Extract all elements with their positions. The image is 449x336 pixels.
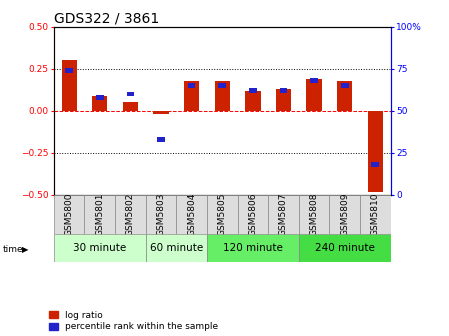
Text: GSM5806: GSM5806 — [248, 193, 257, 236]
Text: GSM5807: GSM5807 — [279, 193, 288, 236]
Text: GSM5800: GSM5800 — [65, 193, 74, 236]
Bar — [157, 137, 165, 142]
FancyBboxPatch shape — [84, 195, 115, 234]
FancyBboxPatch shape — [146, 195, 176, 234]
Bar — [368, 111, 383, 192]
FancyBboxPatch shape — [207, 195, 238, 234]
FancyBboxPatch shape — [176, 195, 207, 234]
Text: GSM5803: GSM5803 — [157, 193, 166, 236]
Bar — [92, 96, 107, 111]
Text: GDS322 / 3861: GDS322 / 3861 — [54, 12, 159, 26]
Bar — [66, 68, 73, 73]
FancyBboxPatch shape — [299, 195, 330, 234]
Bar — [218, 83, 226, 88]
FancyBboxPatch shape — [115, 195, 146, 234]
Text: ▶: ▶ — [22, 245, 28, 254]
Bar — [280, 88, 287, 93]
FancyBboxPatch shape — [330, 195, 360, 234]
Bar — [62, 60, 77, 111]
Bar — [249, 88, 257, 93]
Text: GSM5804: GSM5804 — [187, 193, 196, 236]
Bar — [184, 82, 199, 111]
Text: GSM5805: GSM5805 — [218, 193, 227, 236]
Text: GSM5801: GSM5801 — [95, 193, 104, 236]
Legend: log ratio, percentile rank within the sample: log ratio, percentile rank within the sa… — [49, 311, 218, 332]
Text: 30 minute: 30 minute — [73, 243, 127, 253]
FancyBboxPatch shape — [268, 195, 299, 234]
Bar — [306, 79, 322, 111]
Bar — [341, 83, 348, 88]
Text: GSM5809: GSM5809 — [340, 193, 349, 236]
Text: GSM5810: GSM5810 — [371, 193, 380, 236]
Text: 240 minute: 240 minute — [315, 243, 374, 253]
FancyBboxPatch shape — [54, 195, 84, 234]
FancyBboxPatch shape — [299, 234, 391, 262]
FancyBboxPatch shape — [146, 234, 207, 262]
FancyBboxPatch shape — [238, 195, 268, 234]
Bar — [215, 82, 230, 111]
Bar — [276, 89, 291, 111]
Text: time: time — [2, 245, 23, 254]
FancyBboxPatch shape — [54, 234, 146, 262]
Text: 120 minute: 120 minute — [223, 243, 283, 253]
Bar — [337, 82, 352, 111]
Bar — [188, 83, 195, 88]
FancyBboxPatch shape — [207, 234, 299, 262]
Bar — [371, 162, 379, 167]
FancyBboxPatch shape — [360, 195, 391, 234]
Text: GSM5808: GSM5808 — [310, 193, 319, 236]
Bar — [96, 95, 104, 100]
Bar — [245, 91, 260, 111]
Text: GSM5802: GSM5802 — [126, 193, 135, 236]
Bar — [127, 92, 134, 96]
Bar — [310, 78, 318, 83]
Text: 60 minute: 60 minute — [150, 243, 203, 253]
Bar — [123, 101, 138, 111]
Bar — [154, 111, 169, 114]
